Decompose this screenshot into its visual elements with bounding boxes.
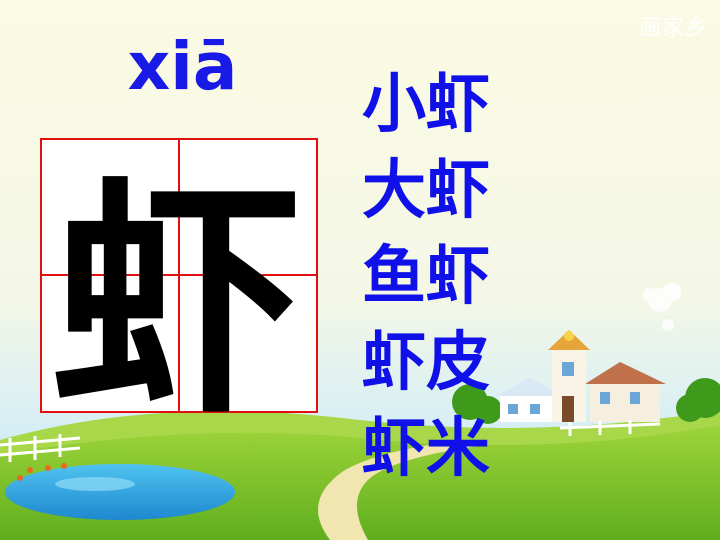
word-item: 虾米 [362,412,490,486]
watermark-text: 画家乡 [638,16,708,41]
main-character: 虾 [52,153,302,447]
house [496,330,666,422]
word-list: 小虾 大虾 鱼虾 虾皮 虾米 [362,62,522,492]
pinyin-label: xiā [127,28,238,105]
clouds [643,283,681,331]
fence-left [0,434,81,462]
tianzige-grid [40,138,318,413]
word-item: 虾皮 [362,326,490,400]
word-item: 小虾 [362,68,490,142]
grid-horizontal-line [42,274,316,276]
pond [5,464,235,520]
dirt-path [318,440,478,540]
word-item: 鱼虾 [362,240,490,314]
fence-right [559,420,661,436]
word-item: 大虾 [362,154,490,228]
grid-vertical-line [178,140,180,411]
trees [452,378,720,424]
flowers [17,463,67,481]
